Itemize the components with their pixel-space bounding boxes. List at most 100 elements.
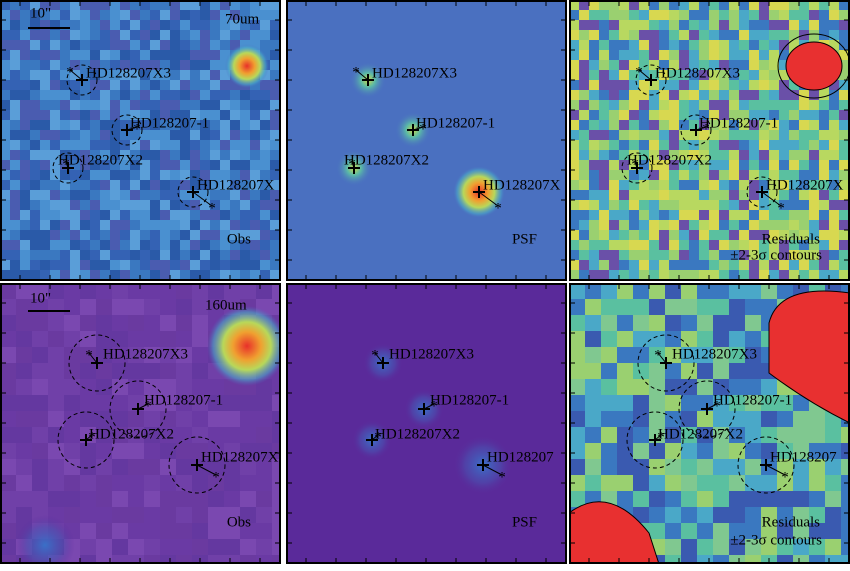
pixel	[589, 100, 599, 110]
pixel	[579, 150, 589, 160]
pixel	[144, 315, 160, 331]
pixel	[260, 230, 270, 240]
pixel	[100, 20, 110, 30]
pixel	[729, 100, 739, 110]
pixel	[60, 30, 70, 40]
pixel	[719, 120, 729, 130]
pixel	[589, 240, 599, 250]
pixel	[777, 443, 793, 459]
pixel	[589, 30, 599, 40]
pixel	[10, 270, 20, 280]
pixel	[120, 220, 130, 230]
pixel	[230, 0, 240, 10]
scale-label: 10"	[30, 290, 51, 306]
pixel	[192, 443, 208, 459]
pixel	[839, 90, 849, 100]
pixel	[829, 170, 839, 180]
pixel	[100, 130, 110, 140]
pixel	[659, 30, 669, 40]
pixel	[30, 60, 40, 70]
pixel	[200, 240, 210, 250]
pixel	[140, 230, 150, 240]
pixel	[180, 10, 190, 20]
pixel	[60, 40, 70, 50]
aperture	[737, 436, 795, 494]
pixel	[50, 20, 60, 30]
pixel	[629, 260, 639, 270]
pixel	[769, 10, 779, 20]
pixel	[589, 270, 599, 280]
pixel	[0, 240, 10, 250]
pixel	[220, 150, 230, 160]
pixel	[759, 40, 769, 50]
pixel	[639, 0, 649, 10]
pixel	[220, 170, 230, 180]
pixel	[170, 240, 180, 250]
pixel	[569, 10, 579, 20]
panel-frame	[569, 283, 850, 564]
pixel	[769, 70, 779, 80]
pixel	[230, 240, 240, 250]
source-label: HD128207X	[197, 177, 275, 193]
pixel	[629, 250, 639, 260]
pixel	[759, 0, 769, 10]
pixel	[629, 60, 639, 70]
pixel	[589, 50, 599, 60]
pixel	[729, 539, 745, 555]
pixel	[809, 20, 819, 30]
pixel	[679, 0, 689, 10]
pixel	[739, 140, 749, 150]
pixel	[180, 20, 190, 30]
offset-line	[374, 352, 384, 364]
corner-label: ±2-3σ contours	[730, 247, 822, 263]
pixel	[825, 427, 841, 443]
pixel	[90, 100, 100, 110]
pixel	[90, 20, 100, 30]
pixel	[709, 10, 719, 20]
pixel	[601, 459, 617, 475]
pixel	[160, 260, 170, 270]
pixel	[64, 507, 80, 523]
pixel	[829, 200, 839, 210]
pixel	[719, 150, 729, 160]
pixel	[0, 411, 16, 427]
pixel	[200, 50, 210, 60]
pixel	[819, 180, 829, 190]
pixel	[192, 347, 208, 363]
pixel	[659, 120, 669, 130]
pixel	[599, 70, 609, 80]
pixel	[220, 90, 230, 100]
pixel	[649, 180, 659, 190]
source-label: HD128207X3	[103, 346, 188, 362]
pixel	[130, 90, 140, 100]
pixel	[170, 200, 180, 210]
pixel	[669, 200, 679, 210]
pixel	[240, 507, 256, 523]
pixel	[176, 379, 192, 395]
pixel	[729, 475, 745, 491]
pixel	[749, 20, 759, 30]
pixel	[665, 411, 681, 427]
pixel	[619, 0, 629, 10]
pixel	[699, 160, 709, 170]
pixel	[825, 555, 841, 564]
offset-line	[65, 161, 69, 169]
pixel	[224, 459, 240, 475]
pixel	[609, 270, 619, 280]
pixel	[80, 491, 96, 507]
pixel	[609, 50, 619, 60]
pixel	[20, 20, 30, 30]
pixel	[190, 150, 200, 160]
pixel	[789, 150, 799, 160]
pixel	[697, 459, 713, 475]
pixel	[793, 411, 809, 427]
pixel	[769, 240, 779, 250]
pixel	[619, 130, 629, 140]
pixel	[40, 180, 50, 190]
pixel	[50, 200, 60, 210]
pixel	[272, 507, 281, 523]
pixel	[719, 30, 729, 40]
pixel	[140, 180, 150, 190]
pixel	[64, 443, 80, 459]
source-star: *	[419, 121, 427, 137]
